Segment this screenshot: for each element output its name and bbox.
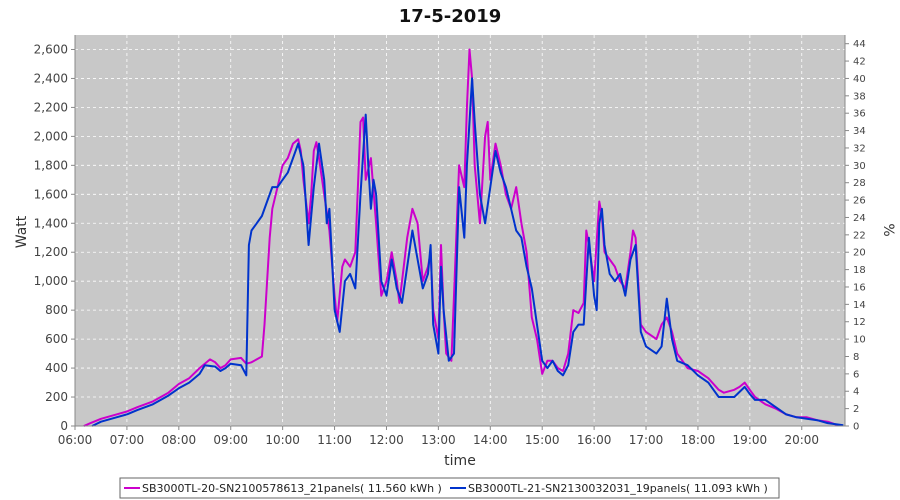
x-tick-label: 10:00 xyxy=(265,433,300,447)
series-line-1 xyxy=(83,48,839,427)
y2-tick-label: 24 xyxy=(853,213,866,224)
y2-axis-title: % xyxy=(880,223,896,236)
y-axis-title: Watt xyxy=(14,215,30,248)
y-tick-label: 2,000 xyxy=(34,129,68,143)
x-tick-label: 13:00 xyxy=(421,433,456,447)
x-tick-label: 09:00 xyxy=(213,433,248,447)
y-tick-label: 1,400 xyxy=(34,216,68,230)
y2-tick-label: 6 xyxy=(853,369,859,380)
y-tick-label: 1,800 xyxy=(34,158,68,172)
y2-tick-label: 30 xyxy=(853,161,866,172)
plot-area xyxy=(75,35,845,426)
y-axis-ticks: 0 200 400 600 800 1,000 1,200 1,400 1,600 1,800 2,… xyxy=(34,42,75,433)
legend-box xyxy=(119,477,780,499)
y2-tick-label: 16 xyxy=(853,282,866,293)
x-axis-ticks: 06:00 07:00 08:00 09:00 10:00 11:00 12:00 13:00… xyxy=(58,426,819,447)
series-line-2 xyxy=(91,77,844,427)
y2-tick-label: 44 xyxy=(853,39,866,50)
y2-tick-label: 14 xyxy=(853,300,866,311)
legend-label-series-1: SB3000TL-20-SN2100578613_21panels( 11.56… xyxy=(142,482,442,495)
x-tick-label: 07:00 xyxy=(110,433,145,447)
y2-tick-label: 26 xyxy=(853,196,866,207)
y2-tick-label: 32 xyxy=(853,143,866,154)
y-tick-label: 0 xyxy=(60,419,68,433)
y2-tick-label: 38 xyxy=(853,91,866,102)
y2-tick-label: 10 xyxy=(853,335,866,346)
y2-tick-label: 8 xyxy=(853,352,859,363)
y-tick-label: 1,200 xyxy=(34,245,68,259)
y2-tick-label: 12 xyxy=(853,317,866,328)
y-tick-label: 800 xyxy=(45,303,68,317)
y2-tick-label: 0 xyxy=(853,422,859,433)
chart-title: 17-5-2019 xyxy=(399,6,502,27)
y2-tick-label: 20 xyxy=(853,248,866,259)
y-tick-label: 2,600 xyxy=(34,42,68,56)
y2-tick-label: 18 xyxy=(853,265,866,276)
y2-tick-label: 40 xyxy=(853,74,866,85)
y-tick-label: 2,400 xyxy=(34,71,68,85)
y-tick-label: 200 xyxy=(45,390,68,404)
y-tick-label: 1,600 xyxy=(34,187,68,201)
y2-tick-label: 2 xyxy=(853,404,859,415)
y2-tick-label: 4 xyxy=(853,387,859,398)
x-tick-label: 06:00 xyxy=(58,433,93,447)
y2-tick-label: 22 xyxy=(853,230,866,241)
x-tick-label: 15:00 xyxy=(525,433,560,447)
y2-tick-label: 36 xyxy=(853,109,866,120)
x-tick-label: 11:00 xyxy=(317,433,352,447)
x-tick-label: 20:00 xyxy=(784,433,819,447)
x-axis-title: time xyxy=(444,453,476,469)
y-tick-label: 1,000 xyxy=(34,274,68,288)
x-tick-label: 19:00 xyxy=(733,433,768,447)
x-tick-label: 12:00 xyxy=(369,433,404,447)
y2-tick-label: 34 xyxy=(853,126,866,137)
y2-axis-ticks: 0246810121416182022242628303234363840424… xyxy=(845,39,866,433)
x-tick-label: 18:00 xyxy=(681,433,716,447)
x-tick-label: 08:00 xyxy=(162,433,197,447)
legend-label-series-2: SB3000TL-21-SN2130032031_19panels( 11.09… xyxy=(468,482,768,495)
x-tick-label: 16:00 xyxy=(577,433,612,447)
x-tick-label: 17:00 xyxy=(629,433,664,447)
y-tick-label: 400 xyxy=(45,361,68,375)
y-tick-label: 2,200 xyxy=(34,100,68,114)
series-layer xyxy=(83,48,844,427)
y2-tick-label: 28 xyxy=(853,178,866,189)
legend: SB3000TL-20-SN2100578613_21panels( 11.56… xyxy=(119,477,780,499)
y-tick-label: 600 xyxy=(45,332,68,346)
y2-tick-label: 42 xyxy=(853,57,866,68)
x-tick-label: 14:00 xyxy=(473,433,508,447)
